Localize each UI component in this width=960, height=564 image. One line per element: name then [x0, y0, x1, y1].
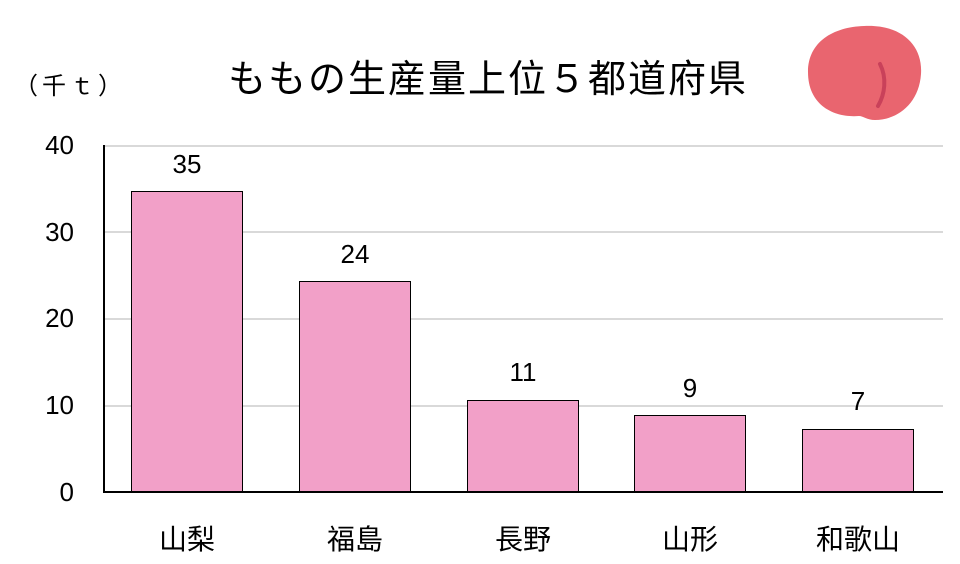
chart-title: ももの生産量上位５都道府県 — [228, 57, 749, 101]
y-tick-30: 30 — [45, 217, 74, 247]
x-axis-line — [103, 491, 943, 493]
bar-wakayama — [802, 429, 914, 492]
y-axis-unit-label: （千ｔ） — [14, 72, 126, 100]
x-label-yamagata: 山形 — [661, 523, 718, 556]
gridline-40 — [103, 145, 943, 147]
plot-area: 35 24 11 9 7 — [103, 145, 943, 493]
bar-yamanashi — [131, 191, 243, 492]
data-label-fukushima: 24 — [340, 239, 370, 269]
peach-icon — [808, 25, 922, 120]
x-label-fukushima: 福島 — [326, 523, 383, 556]
bar-yamagata — [634, 415, 746, 492]
data-label-yamanashi: 35 — [172, 149, 202, 179]
y-tick-40: 40 — [45, 130, 74, 160]
gridline-30 — [103, 231, 943, 233]
bar-fukushima — [299, 281, 411, 492]
gridline-20 — [103, 318, 943, 320]
data-label-yamagata: 9 — [682, 373, 698, 403]
y-tick-20: 20 — [45, 303, 74, 333]
y-tick-10: 10 — [45, 390, 74, 420]
x-label-yamanashi: 山梨 — [158, 523, 215, 556]
data-label-wakayama: 7 — [850, 386, 866, 416]
y-tick-0: 0 — [59, 477, 74, 507]
x-label-nagano: 長野 — [494, 523, 551, 556]
data-label-nagano: 11 — [509, 357, 537, 387]
x-label-wakayama: 和歌山 — [815, 523, 900, 556]
y-axis-line — [103, 145, 105, 492]
bar-nagano — [467, 400, 579, 492]
